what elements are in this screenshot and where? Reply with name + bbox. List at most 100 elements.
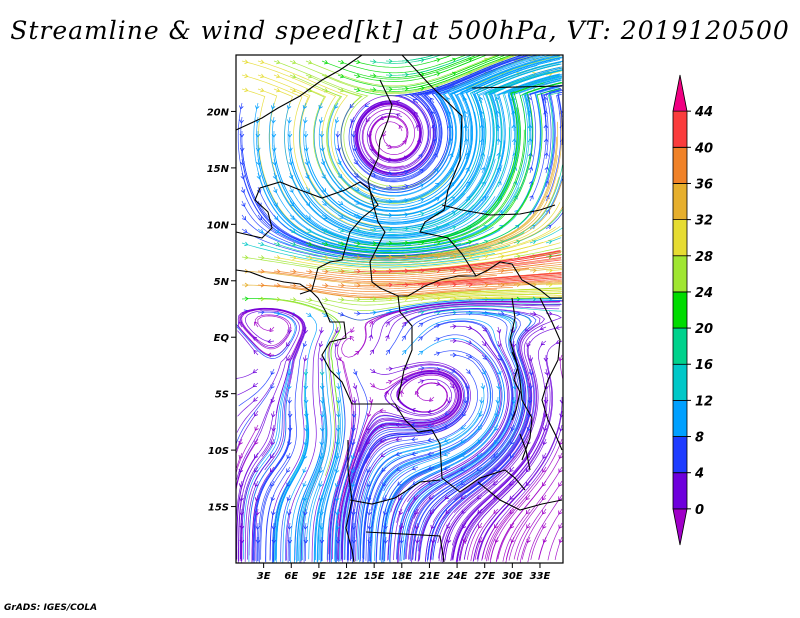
streamline-arrow xyxy=(244,241,249,247)
streamline xyxy=(374,452,451,561)
streamline xyxy=(403,382,516,560)
streamline xyxy=(289,251,529,269)
streamline-arrow xyxy=(291,88,297,93)
streamline-arrow xyxy=(272,161,277,166)
streamline-arrow xyxy=(452,324,457,329)
streamline-arrow xyxy=(460,495,465,500)
streamline xyxy=(379,508,387,561)
streamline xyxy=(334,104,457,196)
streamline xyxy=(383,452,467,563)
streamline xyxy=(472,494,515,562)
lon-tick-label: 24E xyxy=(447,571,468,582)
streamline xyxy=(465,278,562,286)
streamline-arrow xyxy=(334,483,340,488)
streamline-arrow xyxy=(430,524,435,530)
streamline-arrow xyxy=(444,424,449,429)
streamline xyxy=(401,289,562,300)
streamline-arrow xyxy=(492,481,498,486)
streamline-arrow xyxy=(304,161,310,166)
streamline xyxy=(289,284,530,295)
streamline-arrow xyxy=(412,98,417,103)
streamline xyxy=(370,368,491,547)
streamline xyxy=(497,75,562,188)
streamline-arrow xyxy=(319,441,325,446)
streamline xyxy=(505,536,515,560)
streamline xyxy=(369,301,560,342)
streamline-arrow xyxy=(527,399,533,404)
streamline xyxy=(294,438,323,563)
streamline-arrow xyxy=(252,369,257,374)
streamline xyxy=(369,480,387,563)
streamline xyxy=(417,274,562,286)
colorbar-swatch xyxy=(672,363,688,401)
streamline-arrow xyxy=(242,216,247,221)
streamline xyxy=(524,84,560,132)
streamline-arrow xyxy=(482,327,488,332)
streamline-arrow xyxy=(542,510,547,515)
streamline-arrow xyxy=(419,183,425,188)
streamline xyxy=(456,494,499,562)
streamline-arrow xyxy=(452,71,457,77)
streamline xyxy=(521,536,531,560)
streamline-arrow xyxy=(558,468,563,473)
streamline-arrow xyxy=(395,407,401,412)
streamline xyxy=(411,466,483,561)
streamline-arrow xyxy=(243,228,248,233)
streamline xyxy=(358,373,459,453)
streamline xyxy=(389,424,499,562)
streamline-arrow xyxy=(496,385,501,390)
border-line xyxy=(509,297,533,461)
streamline xyxy=(429,536,435,561)
streamline-arrow xyxy=(351,441,356,446)
streamline xyxy=(353,300,563,356)
streamline-arrow xyxy=(404,254,409,260)
streamline-arrow xyxy=(336,147,341,152)
streamline xyxy=(396,480,435,560)
streamline xyxy=(355,452,387,562)
streamline xyxy=(417,55,509,90)
streamline xyxy=(497,242,561,258)
streamline xyxy=(408,494,435,560)
streamline xyxy=(321,226,556,264)
streamline xyxy=(273,536,275,562)
streamline xyxy=(385,299,562,314)
streamline-arrow xyxy=(427,423,432,428)
streamline-arrow xyxy=(401,335,406,340)
streamline-arrow xyxy=(337,174,342,179)
streamline-arrow xyxy=(436,225,441,231)
streamline xyxy=(375,494,387,562)
streamline-arrow xyxy=(388,226,393,232)
streamline-arrow xyxy=(253,397,258,402)
streamline-arrow xyxy=(382,511,388,516)
streamline-arrow xyxy=(379,408,384,414)
streamline xyxy=(450,396,547,561)
streamline-arrow xyxy=(465,167,470,172)
colorbar-swatch xyxy=(672,110,688,148)
streamline-arrow xyxy=(420,72,425,77)
lon-tick-label: 30E xyxy=(502,571,523,582)
streamline-arrow xyxy=(302,455,308,460)
streamline xyxy=(383,350,493,492)
streamline-arrow xyxy=(324,269,329,274)
streamline-arrow xyxy=(420,296,425,302)
streamline-arrow xyxy=(388,366,393,372)
streamline-arrow xyxy=(388,58,393,64)
streamline-arrow xyxy=(273,202,278,207)
streamline-arrow xyxy=(308,269,313,274)
streamline-arrow xyxy=(292,297,297,302)
streamline-arrow xyxy=(372,310,377,315)
streamline xyxy=(396,340,508,523)
streamline xyxy=(304,536,307,562)
streamline-arrow xyxy=(420,268,425,274)
streamline-arrow xyxy=(252,336,258,341)
streamline-arrow xyxy=(339,214,344,219)
streamline xyxy=(401,65,538,216)
streamline xyxy=(397,494,419,563)
streamline-arrow xyxy=(480,385,486,390)
streamline-arrow xyxy=(356,59,361,65)
colorbar-swatch xyxy=(672,183,688,221)
streamline-arrow xyxy=(350,469,356,474)
streamline-arrow xyxy=(369,320,374,326)
chart-title: Streamline & wind speed[kt] at 500hPa, V… xyxy=(10,16,790,45)
streamline xyxy=(275,452,307,560)
